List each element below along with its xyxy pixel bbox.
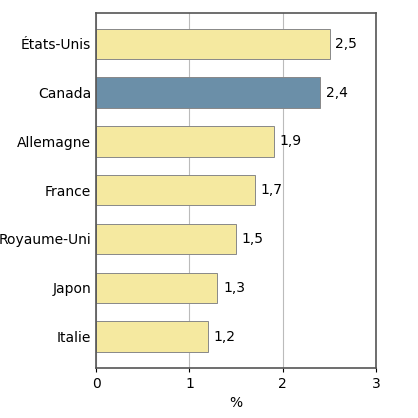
Bar (96, 273, 217, 303)
Bar (96, 224, 236, 254)
Bar (96, 175, 255, 205)
Bar (96, 29, 329, 59)
Bar (96, 321, 208, 352)
Text: 1,7: 1,7 (260, 183, 283, 197)
Text: 1,5: 1,5 (242, 232, 264, 246)
X-axis label: %: % (229, 396, 243, 410)
Text: 1,9: 1,9 (279, 135, 301, 148)
Bar (96, 126, 273, 156)
Bar (96, 77, 320, 108)
Text: 1,3: 1,3 (223, 281, 245, 295)
Text: 2,4: 2,4 (326, 86, 348, 99)
Text: 1,2: 1,2 (214, 329, 236, 344)
Text: 2,5: 2,5 (335, 37, 357, 51)
